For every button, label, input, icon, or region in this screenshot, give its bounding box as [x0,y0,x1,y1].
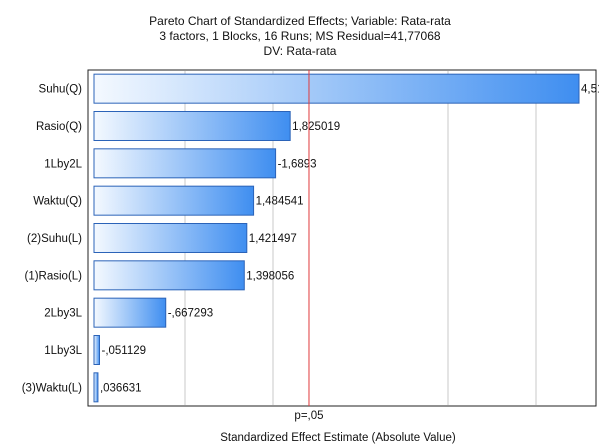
category-label: 1Lby3L [44,345,82,357]
bar [93,148,277,179]
chart-title-line: DV: Rata-rata [264,44,337,58]
category-label: (1)Rasio(L) [24,270,82,282]
bar [93,260,245,291]
bar [93,335,100,365]
chart-title-line: 3 factors, 1 Blocks, 16 Runs; MS Residua… [159,29,440,43]
category-label: Suhu(Q) [39,84,83,96]
reference-line: p=,05 [294,70,324,422]
category-labels: Suhu(Q) Rasio(Q) 1Lby2L Waktu(Q) (2)Suhu(L) (… [22,84,83,395]
bar [93,73,580,104]
x-axis-label: Standardized Effect Estimate (Absolute V… [220,432,456,444]
category-label: Waktu(Q) [33,196,82,208]
reference-line-label: p=,05 [294,410,323,422]
value-label: -,051129 [101,345,146,357]
value-label: 1,398056 [246,270,294,282]
category-label: 2Lby3L [44,308,82,320]
bar [93,223,248,253]
value-label: 1,825019 [292,121,340,133]
bars [93,73,580,403]
category-label: (2)Suhu(L) [27,233,82,245]
value-labels: 4,51192 1,825019 -1,6893 1,484541 1,421497 1,… [100,84,599,395]
category-label: (3)Waktu(L) [22,382,82,394]
bar [93,111,291,141]
bar [93,297,167,328]
plot-area [87,69,597,407]
value-label: 4,51192 [581,84,599,96]
bar [93,185,255,216]
bar [93,372,99,403]
chart-title-line: Pareto Chart of Standardized Effects; Va… [149,14,451,28]
category-label: 1Lby2L [44,158,82,170]
value-label: -1,6893 [278,158,317,170]
value-label: -,667293 [168,308,213,320]
value-label: 1,484541 [256,196,304,208]
category-label: Rasio(Q) [36,121,82,133]
value-label: 1,421497 [249,233,297,245]
chart-title: Pareto Chart of Standardized Effects; Va… [149,14,451,58]
value-label: ,036631 [100,382,142,394]
